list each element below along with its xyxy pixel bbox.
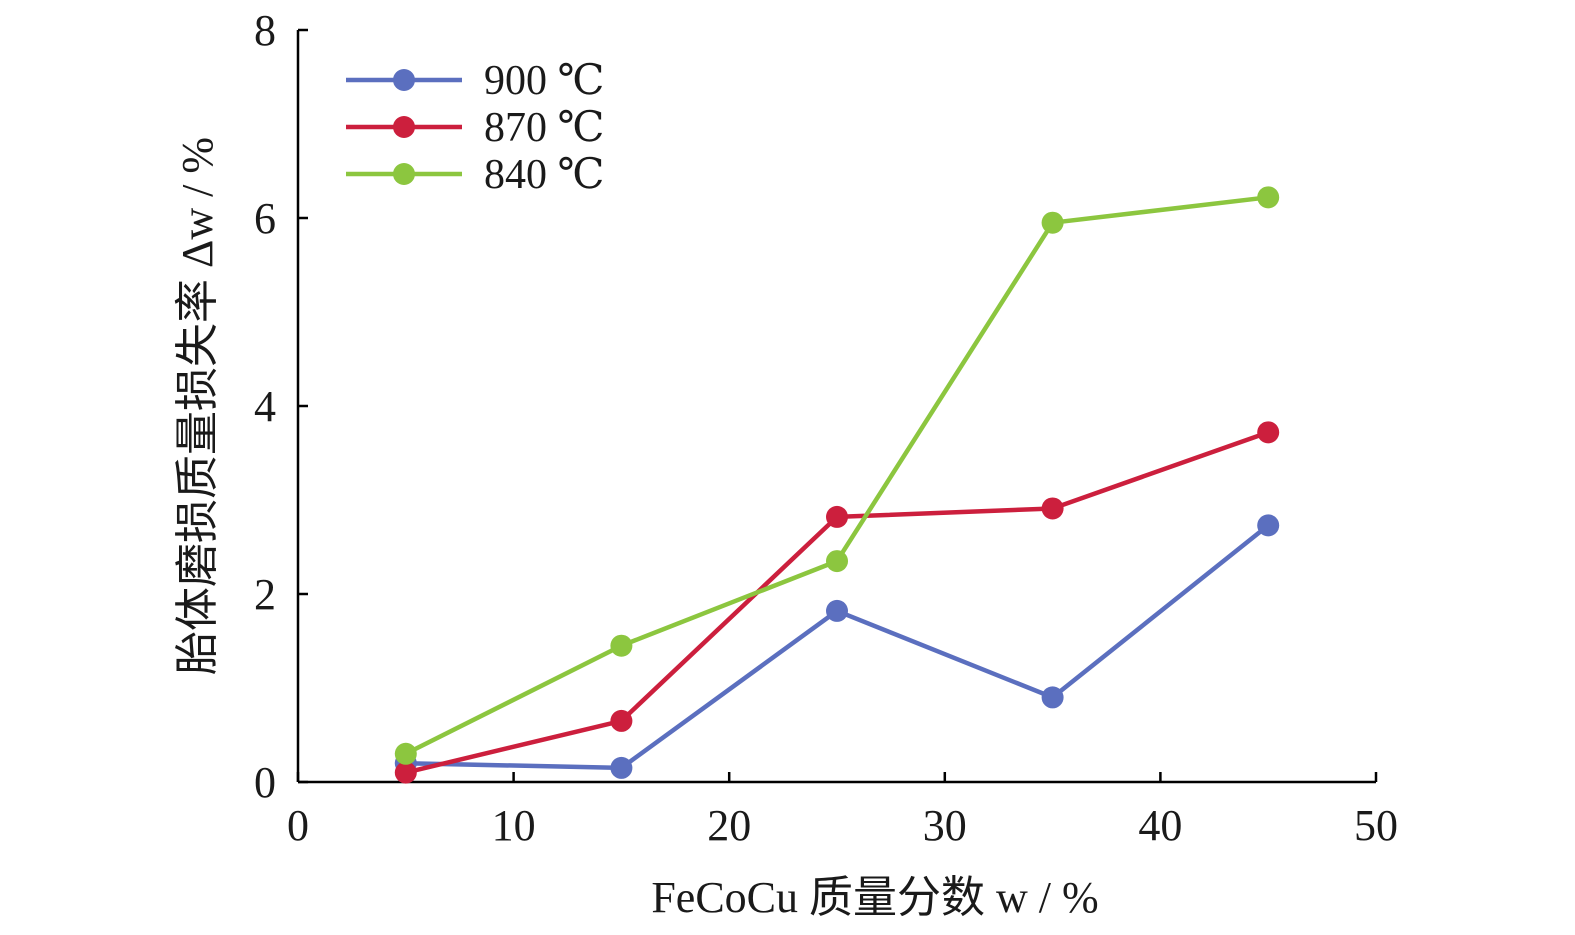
data-point: [610, 709, 633, 732]
x-tick-label: 40: [1138, 801, 1182, 850]
legend-item: 870 ℃: [346, 105, 604, 151]
data-point: [826, 599, 848, 622]
legend-label: 840 ℃: [484, 152, 604, 198]
data-point: [394, 742, 417, 765]
y-tick-label: 6: [254, 194, 276, 243]
data-point: [1041, 686, 1064, 709]
x-tick-label: 50: [1354, 801, 1398, 850]
legend-label: 900 ℃: [484, 58, 604, 104]
x-axis-title: FeCoCu 质量分数 w / %: [651, 873, 1098, 922]
data-point: [1257, 514, 1280, 537]
series-layer: [394, 186, 1280, 784]
x-ticks: 0 10 20 30 40 50: [287, 772, 1398, 850]
legend-item: 900 ℃: [346, 58, 604, 104]
series-group: [394, 421, 1280, 784]
legend-marker: [393, 69, 415, 91]
legend-item: 840 ℃: [346, 152, 604, 198]
data-point: [826, 505, 848, 528]
data-point: [1041, 211, 1064, 234]
y-tick-label: 4: [254, 382, 276, 431]
series-line: [404, 195, 1269, 756]
data-point: [1257, 186, 1280, 209]
data-point: [610, 756, 633, 779]
data-point: [1041, 497, 1064, 520]
axes: [296, 30, 1376, 784]
y-axis-title: 胎体磨损质量损失率 Δw / %: [173, 137, 222, 675]
series-group: [394, 514, 1280, 779]
data-point: [1257, 421, 1280, 444]
y-tick-label: 0: [254, 758, 276, 807]
x-tick-label: 20: [707, 801, 751, 850]
legend-marker: [393, 116, 415, 138]
data-point: [610, 634, 633, 657]
legend-label: 870 ℃: [484, 105, 604, 151]
data-point: [394, 761, 417, 784]
x-tick-label: 10: [492, 801, 536, 850]
y-tick-label: 2: [254, 570, 276, 619]
legend-marker: [393, 163, 415, 185]
data-point: [826, 550, 848, 573]
x-tick-label: 0: [287, 801, 309, 850]
y-tick-label: 8: [254, 6, 276, 55]
series-group: [394, 186, 1280, 765]
y-ticks: 0 2 4 6 8: [254, 6, 308, 807]
x-tick-label: 30: [923, 801, 967, 850]
